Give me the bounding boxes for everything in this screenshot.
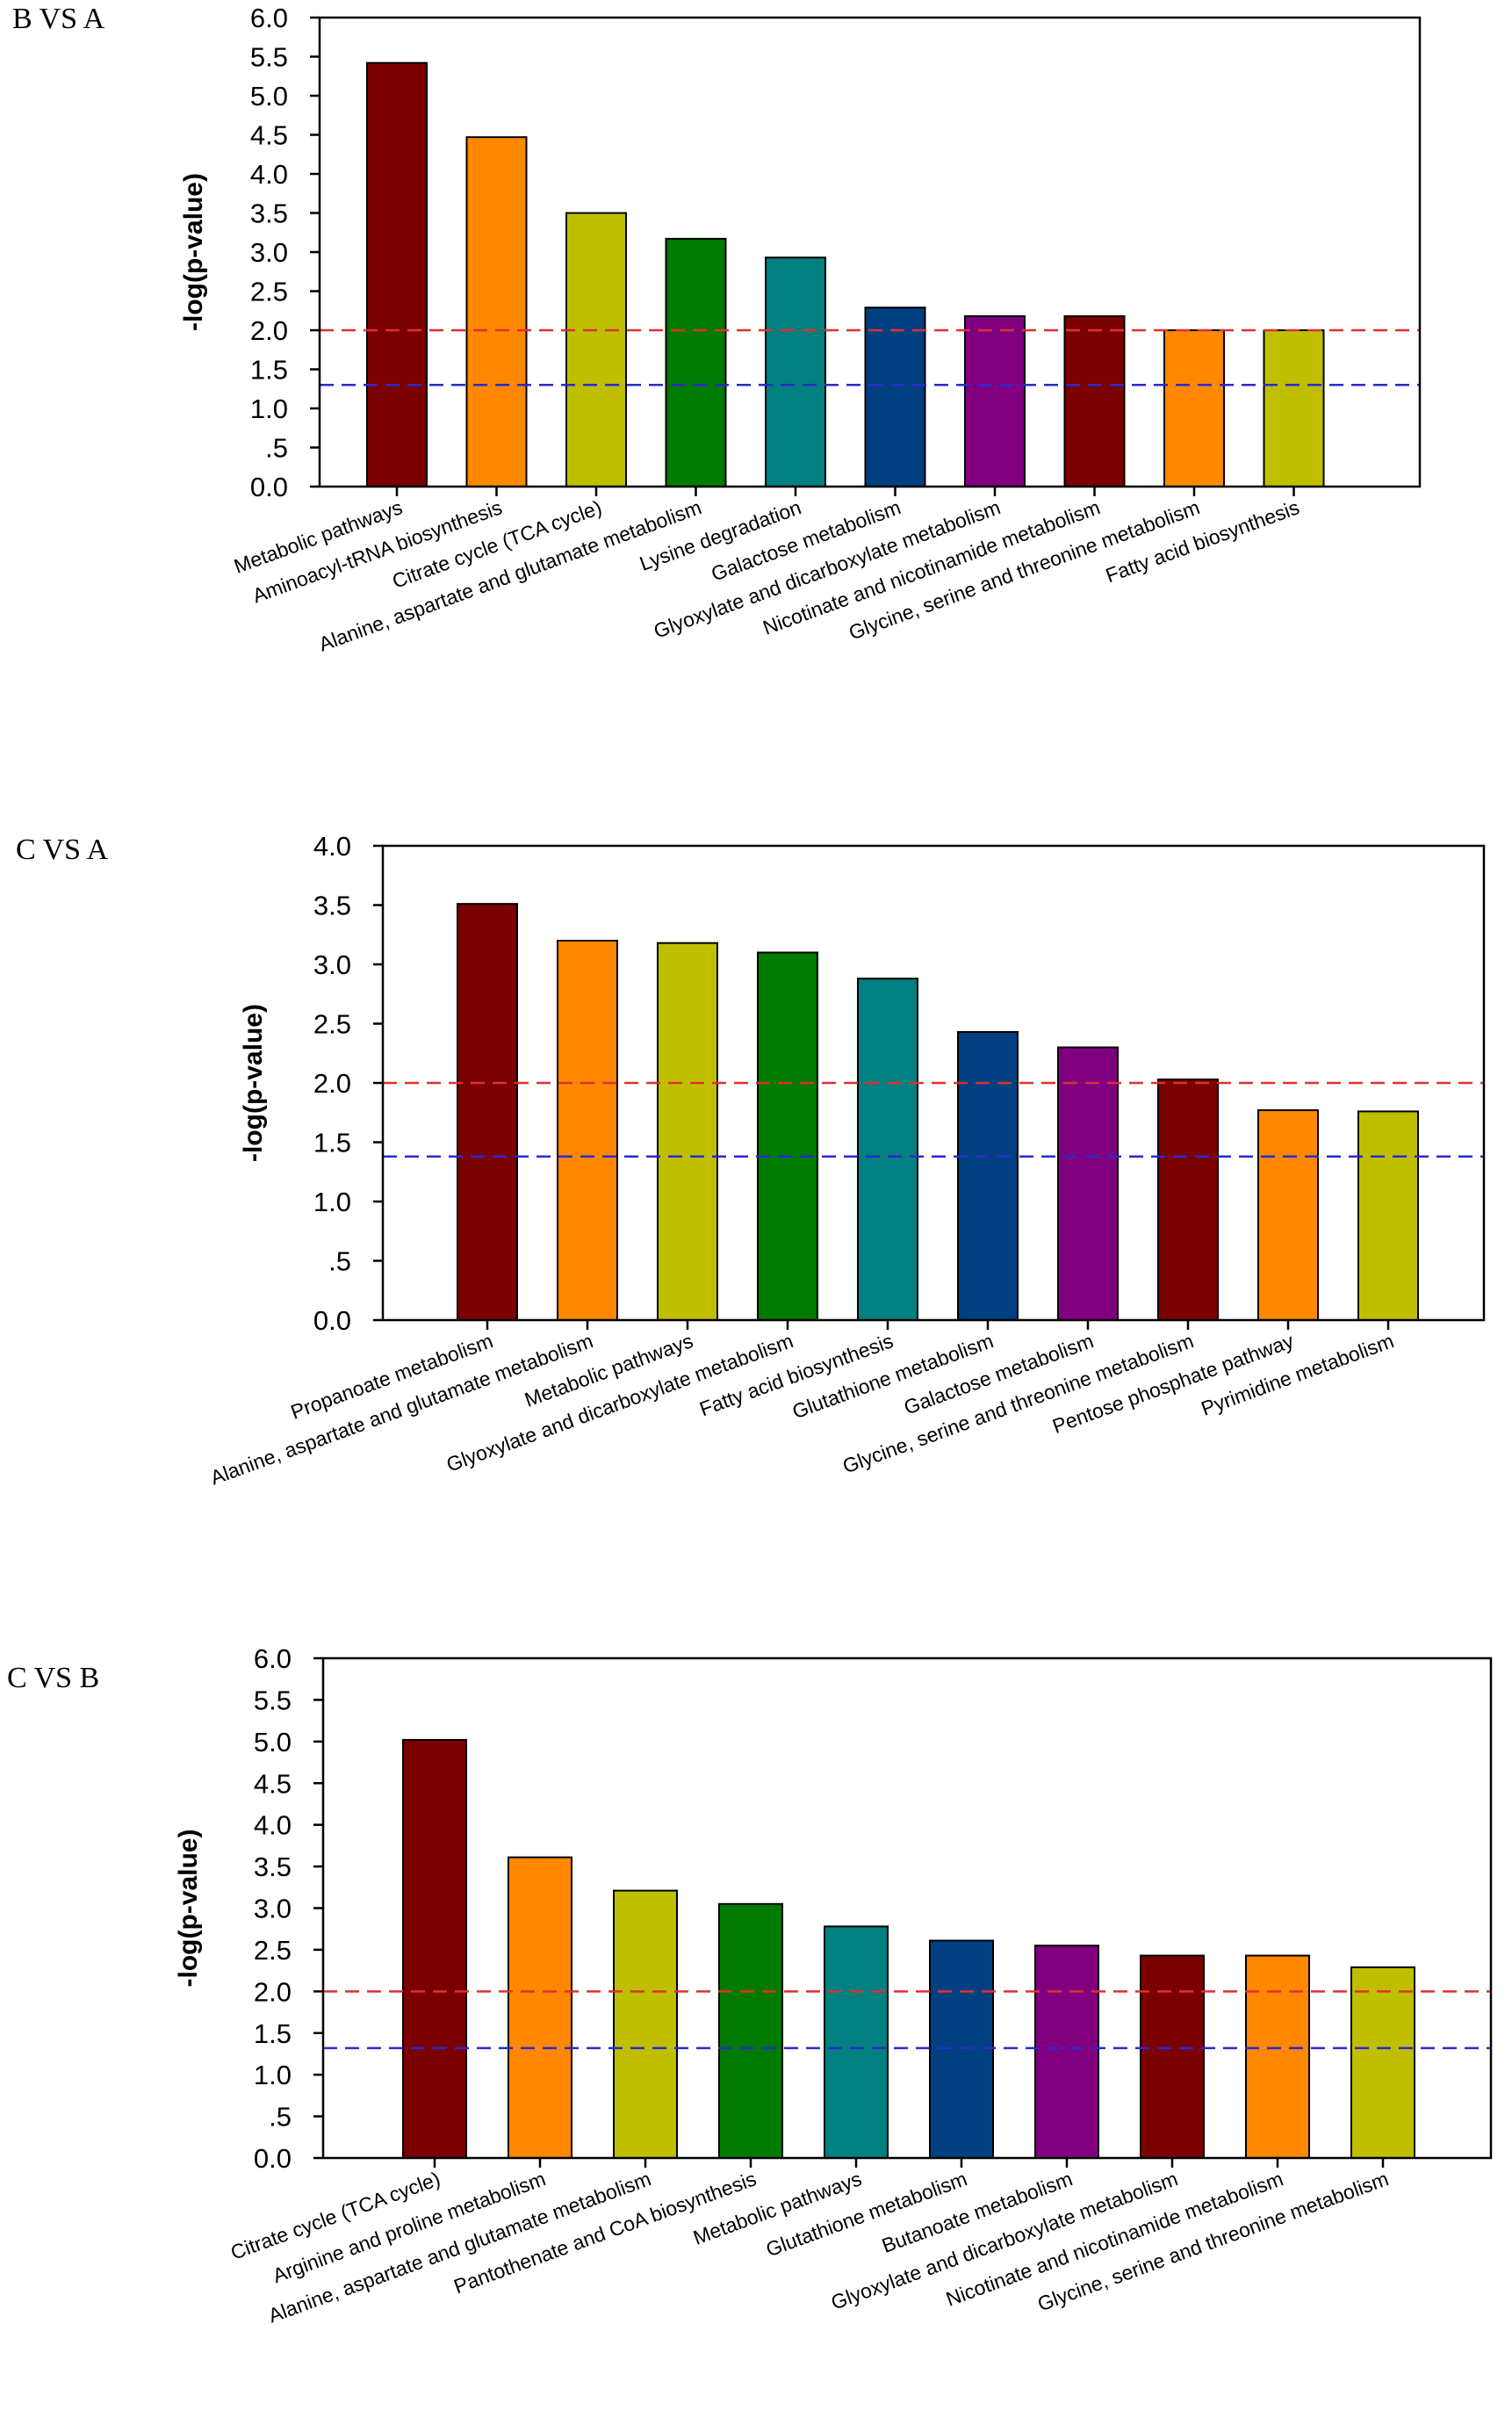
y-axis-title: -log(p-value) <box>174 1830 203 1988</box>
bar-glyoxylate-and-dicarboxylate-metabolism <box>964 314 1026 488</box>
bar-citrate-cycle-tca-cycle <box>565 212 627 487</box>
y-tick-label: 4.0 <box>250 159 288 190</box>
y-tick-label: 3.5 <box>250 198 288 229</box>
bar-metabolic-pathways <box>824 1925 889 2159</box>
y-tick-label: .5 <box>265 433 288 464</box>
bar-fatty-acid-biosynthesis <box>857 978 918 1321</box>
bar-alanine-aspartate-and-glutamate-metabolism <box>613 1889 678 2159</box>
bar-galactose-metabolism <box>1057 1046 1119 1321</box>
y-tick-label: 1.5 <box>313 1128 351 1158</box>
y-axis-title: -log(p-value) <box>239 1004 268 1162</box>
chart-panel-c-vs-b: C VS B -log(p-value) 0.0 .5 1.0 1.5 2.0 2.5 3.0 3… <box>7 1643 1493 2328</box>
bar-nicotinate-and-nicotinamide-metabolism <box>1245 1954 1310 2159</box>
y-tick-label: 3.5 <box>313 891 351 921</box>
y-tick-label: 4.5 <box>254 1768 292 1799</box>
y-tick-label: 5.5 <box>250 42 288 73</box>
y-tick-label: 4.5 <box>250 120 288 151</box>
y-tick-label: 5.0 <box>254 1727 292 1757</box>
bar-citrate-cycle-tca-cycle <box>402 1738 467 2159</box>
bar-glycine-serine-and-threonine-metabolism <box>1163 329 1225 487</box>
y-tick-label: 1.5 <box>254 2018 292 2049</box>
y-axis-title: -log(p-value) <box>179 173 208 331</box>
bar-pentose-phosphate-pathway <box>1257 1109 1319 1322</box>
bar-pantothenate-and-coa-biosynthesis <box>718 1902 783 2159</box>
bar-glyoxylate-and-dicarboxylate-metabolism <box>757 951 818 1321</box>
y-tick-label: 4.0 <box>313 831 351 862</box>
y-tick-label: 2.0 <box>250 315 288 346</box>
chart-panel-b-vs-a: B VS A -log(p-value) 0.0 .5 1.0 1.5 2.0 2.5 3.0 3… <box>12 3 1422 656</box>
plot-frame <box>321 1656 1493 2160</box>
y-tick-label: 2.0 <box>313 1068 351 1099</box>
bar-propanoate-metabolism <box>457 903 518 1322</box>
y-tick-label: 5.0 <box>250 81 288 112</box>
bar-pyrimidine-metabolism <box>1357 1110 1419 1322</box>
y-tick-label: 0.0 <box>254 2143 292 2174</box>
bar-nicotinate-and-nicotinamide-metabolism <box>1063 314 1126 488</box>
panel-label: C VS A <box>16 834 109 866</box>
y-tick-label: 3.0 <box>254 1894 292 1924</box>
bar-alanine-aspartate-and-glutamate-metabolism <box>557 940 618 1321</box>
bar-lysine-degradation <box>765 256 826 487</box>
bar-metabolic-pathways <box>366 61 428 488</box>
y-tick-label: .5 <box>328 1246 351 1277</box>
x-category-label-alanine-aspartate-and-glutamate-metabolism: Alanine, aspartate and glutamate metabol… <box>207 1329 596 1489</box>
y-tick-label: 2.5 <box>250 277 288 307</box>
y-tick-label: 1.5 <box>250 355 288 386</box>
bar-alanine-aspartate-and-glutamate-metabolism <box>665 237 727 487</box>
y-tick-label: .5 <box>269 2102 292 2133</box>
y-tick-label: 6.0 <box>250 3 288 33</box>
y-tick-label: 0.0 <box>250 472 288 502</box>
bar-galactose-metabolism <box>864 307 926 487</box>
bar-metabolic-pathways <box>657 942 718 1321</box>
y-tick-label: 3.0 <box>313 949 351 980</box>
bar-glycine-serine-and-threonine-metabolism <box>1350 1966 1415 2160</box>
chart-panel-c-vs-a: C VS A -log(p-value) 0.0 .5 1.0 1.5 2.0 2.5 3.0 3… <box>16 831 1486 1490</box>
bar-butanoate-metabolism <box>1034 1945 1099 2160</box>
bar-glutathione-metabolism <box>929 1939 994 2160</box>
y-tick-label: 5.5 <box>254 1685 292 1715</box>
bar-aminoacyl-trna-biosynthesis <box>465 136 528 487</box>
bar-glutathione-metabolism <box>957 1030 1019 1321</box>
y-tick-label: 1.0 <box>313 1187 351 1217</box>
y-tick-label: 4.0 <box>254 1810 292 1841</box>
y-tick-label: 6.0 <box>254 1643 292 1674</box>
y-tick-label: 1.0 <box>254 2060 292 2090</box>
panel-label: B VS A <box>12 3 105 35</box>
y-tick-label: 2.5 <box>254 1935 292 1966</box>
bar-glycine-serine-and-threonine-metabolism <box>1157 1078 1219 1321</box>
y-tick-label: 1.0 <box>250 393 288 424</box>
y-tick-label: 3.0 <box>250 237 288 268</box>
y-tick-label: 0.0 <box>313 1305 351 1336</box>
y-tick-label: 2.0 <box>254 1976 292 2007</box>
bar-arginine-and-proline-metabolism <box>508 1856 572 2159</box>
panel-label: C VS B <box>7 1662 99 1694</box>
y-tick-label: 2.5 <box>313 1009 351 1040</box>
bar-glyoxylate-and-dicarboxylate-metabolism <box>1140 1954 1205 2159</box>
bar-fatty-acid-biosynthesis <box>1263 329 1325 487</box>
y-tick-label: 3.5 <box>254 1851 292 1882</box>
